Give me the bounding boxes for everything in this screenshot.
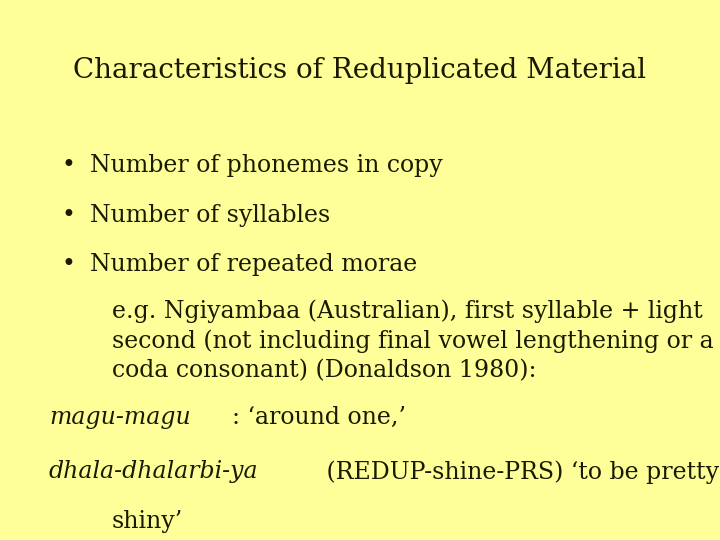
Text: e.g. Ngiyambaa (Australian), first syllable + light
second (not including final : e.g. Ngiyambaa (Australian), first sylla… bbox=[112, 300, 714, 382]
Text: Number of repeated morae: Number of repeated morae bbox=[90, 253, 418, 276]
Text: Number of phonemes in copy: Number of phonemes in copy bbox=[90, 154, 443, 177]
Text: shiny’: shiny’ bbox=[112, 510, 183, 534]
Text: •: • bbox=[61, 154, 75, 177]
Text: magu-magu: magu-magu bbox=[49, 406, 191, 429]
Text: •: • bbox=[61, 253, 75, 276]
Text: Characteristics of Reduplicated Material: Characteristics of Reduplicated Material bbox=[73, 57, 647, 84]
Text: : ‘around one,’: : ‘around one,’ bbox=[232, 406, 406, 429]
Text: Number of syllables: Number of syllables bbox=[90, 204, 330, 227]
Text: •: • bbox=[61, 204, 75, 227]
Text: (REDUP-shine-PRS) ‘to be pretty: (REDUP-shine-PRS) ‘to be pretty bbox=[320, 460, 719, 484]
Text: dhala-dhalarbi-ya: dhala-dhalarbi-ya bbox=[49, 460, 258, 483]
